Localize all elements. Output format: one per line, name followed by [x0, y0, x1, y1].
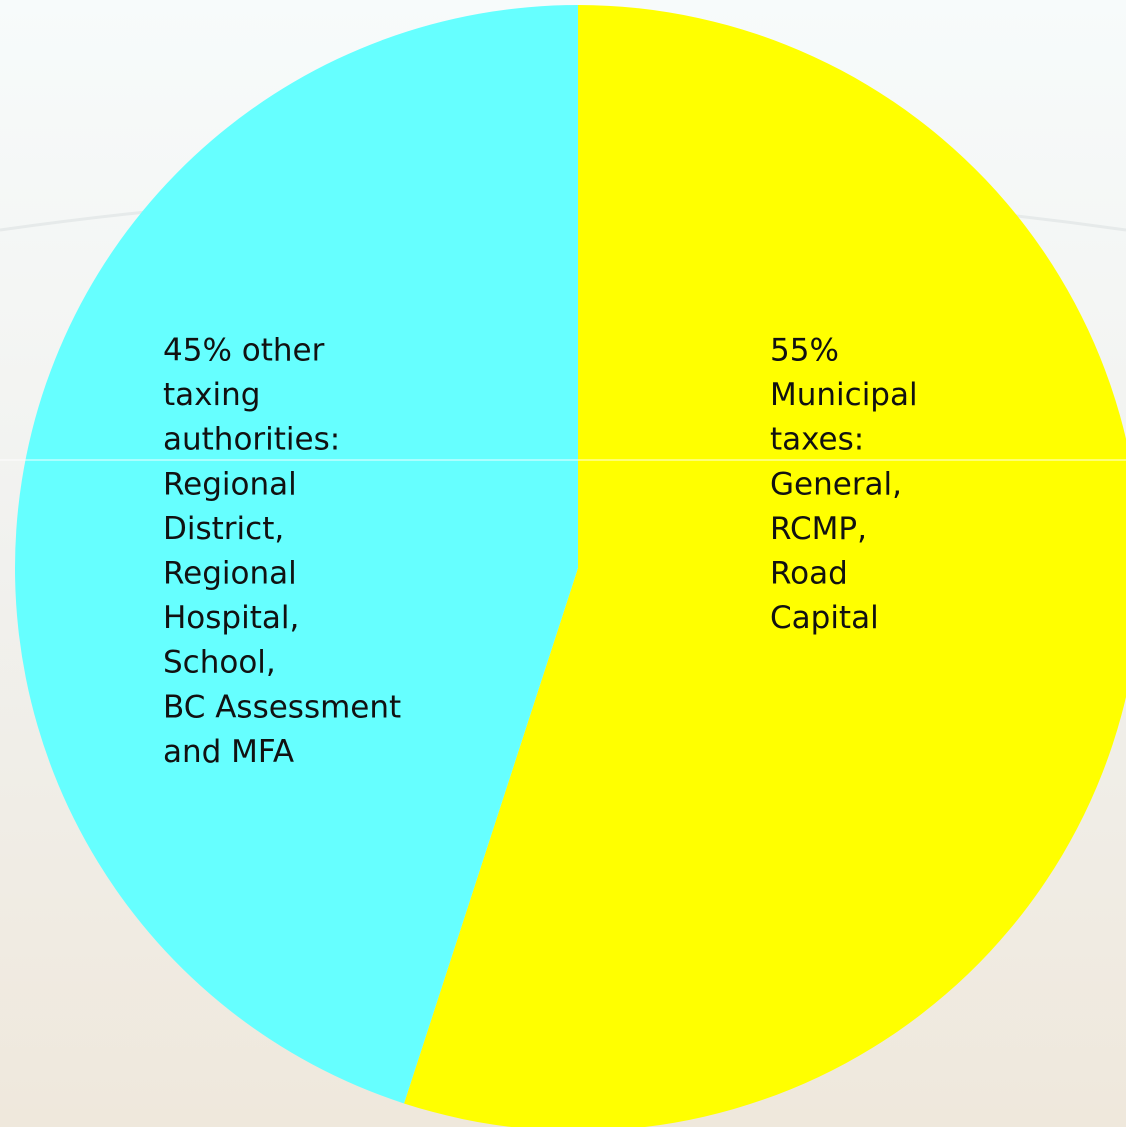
slice-label: Hospital, [163, 600, 299, 636]
slice-label: authorities: [163, 422, 340, 458]
slice-label: Capital [770, 600, 879, 636]
slice-label: General, [770, 466, 902, 502]
slice-label: Regional [163, 556, 297, 592]
slice-label: 45% other [163, 333, 325, 369]
slice-label: taxes: [770, 422, 864, 458]
pie [14, 5, 1126, 1127]
pie-slice [404, 5, 1126, 1127]
slice-label: taxing [163, 377, 260, 413]
slice-label: Regional [163, 466, 297, 502]
slice-label: District, [163, 511, 284, 547]
slice-label: School, [163, 645, 276, 681]
labels: 55% Municipal taxes: General, RCMP, Road Capit… [163, 333, 918, 770]
slice-label: Road [770, 556, 848, 592]
slice-label: BC Assessment [163, 689, 401, 725]
slice-label: and MFA [163, 734, 294, 770]
slice-label: RCMP, [770, 511, 867, 547]
slice-label: Municipal [770, 377, 918, 413]
slice-label: 55% [770, 333, 839, 369]
pie-slice [14, 5, 578, 1104]
